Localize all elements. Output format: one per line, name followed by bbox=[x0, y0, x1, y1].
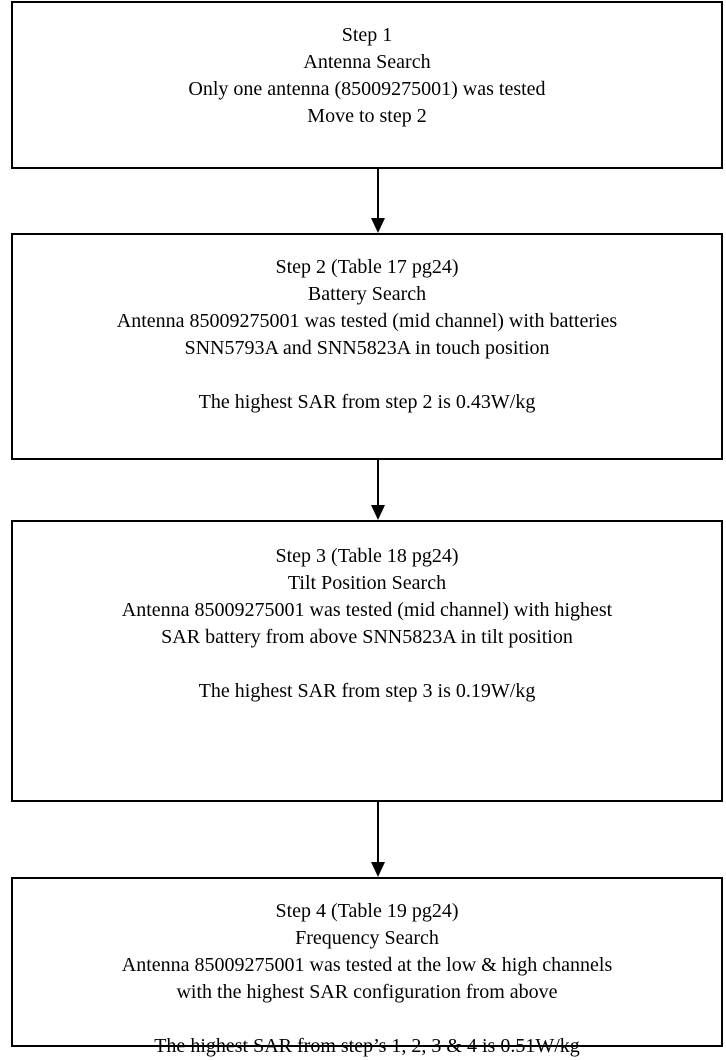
step-2-heading: Step 2 (Table 17 pg24) bbox=[275, 256, 459, 278]
step-4-heading: Step 4 (Table 19 pg24) bbox=[275, 900, 459, 922]
step-1-line-2: Move to step 2 bbox=[307, 105, 427, 127]
arrow-step3-to-step4 bbox=[371, 802, 385, 877]
spacer bbox=[13, 362, 721, 389]
step-3-line-2: SAR battery from above SNN5823A in tilt … bbox=[161, 626, 573, 648]
step-2-box: Step 2 (Table 17 pg24) Battery Search An… bbox=[11, 233, 723, 460]
step-2-title: Battery Search bbox=[307, 283, 427, 305]
step-1-title: Antenna Search bbox=[303, 51, 431, 73]
step-2-line-2: SNN5793A and SNN5823A in touch position bbox=[184, 337, 550, 359]
arrow-step1-to-step2 bbox=[371, 169, 385, 233]
step-4-line-2: with the highest SAR configuration from … bbox=[176, 981, 558, 1003]
step-2-result: The highest SAR from step 2 is 0.43W/kg bbox=[198, 391, 536, 413]
arrow-step2-to-step3 bbox=[371, 460, 385, 520]
step-3-heading: Step 3 (Table 18 pg24) bbox=[275, 545, 459, 567]
spacer bbox=[13, 1006, 721, 1033]
step-4-result: The highest SAR from step’s 1, 2, 3 & 4 … bbox=[154, 1035, 580, 1057]
step-4-title: Frequency Search bbox=[295, 927, 439, 949]
step-3-box: Step 3 (Table 18 pg24) Tilt Position Sea… bbox=[11, 520, 723, 802]
step-3-result: The highest SAR from step 3 is 0.19W/kg bbox=[198, 680, 536, 702]
step-1-line-1: Only one antenna (85009275001) was teste… bbox=[188, 78, 546, 100]
step-4-box: Step 4 (Table 19 pg24) Frequency Search … bbox=[11, 877, 723, 1057]
step-1-box: Step 1 Antenna Search Only one antenna (… bbox=[11, 1, 723, 169]
step-3-line-1: Antenna 85009275001 was tested (mid chan… bbox=[121, 599, 613, 621]
step-3-title: Tilt Position Search bbox=[287, 572, 447, 594]
step-2-line-1: Antenna 85009275001 was tested (mid chan… bbox=[116, 310, 618, 332]
step-4-line-1: Antenna 85009275001 was tested at the lo… bbox=[121, 954, 613, 976]
step-1-heading: Step 1 bbox=[341, 24, 393, 46]
spacer bbox=[13, 651, 721, 678]
